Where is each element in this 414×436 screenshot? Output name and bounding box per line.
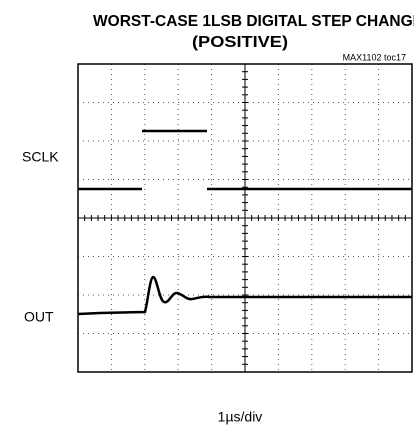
chart-subtitle: (POSITIVE)	[192, 34, 288, 51]
out-trace	[77, 275, 412, 316]
channel-label: OUT	[24, 309, 54, 325]
graticule	[77, 63, 413, 373]
x-axis-label: 1µs/div	[218, 409, 263, 425]
figure-code: MAX1102 toc17	[343, 52, 406, 62]
sclk-trace	[78, 129, 412, 191]
screen-frame	[77, 63, 413, 373]
channel-label: SCLK	[22, 149, 59, 165]
chart-title: WORST-CASE 1LSB DIGITAL STEP CHANGE	[93, 13, 414, 30]
